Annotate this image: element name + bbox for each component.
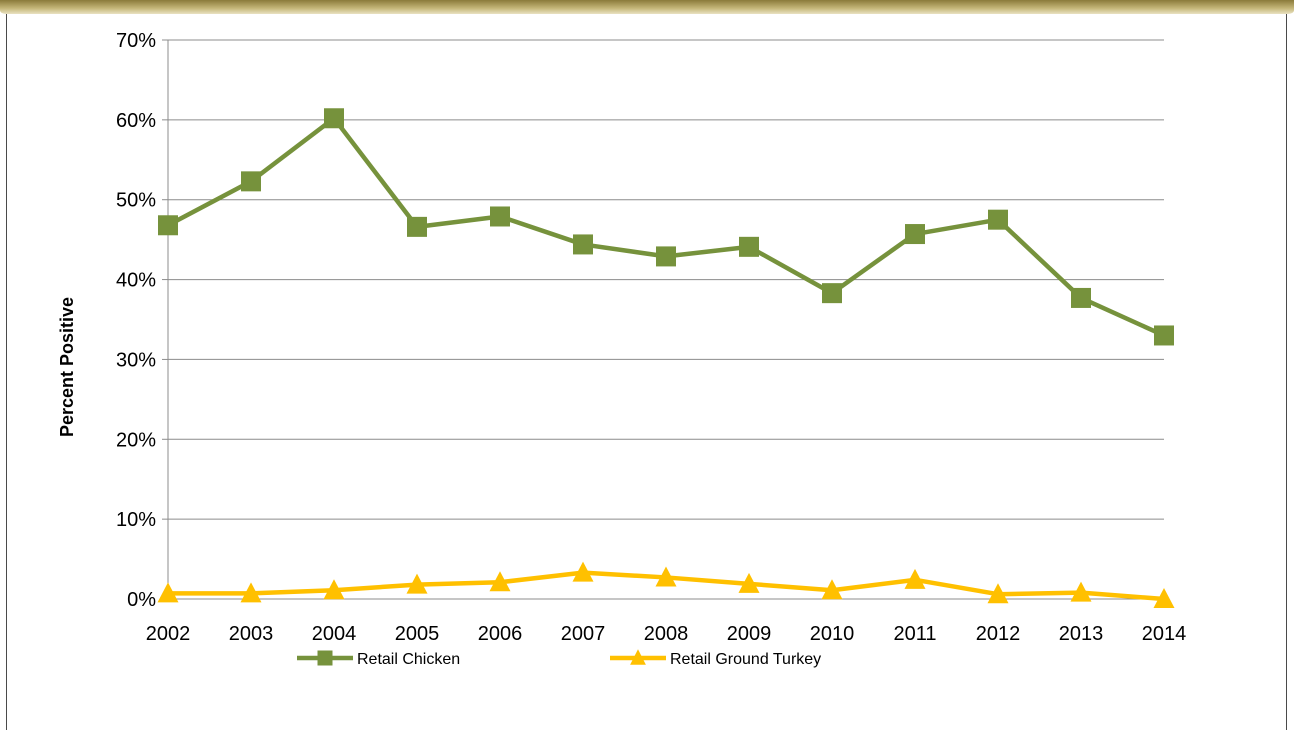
series <box>157 108 1175 608</box>
series-line <box>166 116 1165 338</box>
data-point <box>822 283 842 304</box>
legend-item: Retail Ground Turkey <box>610 649 821 668</box>
data-point <box>490 206 510 227</box>
data-point <box>573 234 593 255</box>
data-point <box>738 572 760 593</box>
x-tick-label: 2008 <box>644 623 689 645</box>
x-tick-label: 2007 <box>561 623 606 645</box>
data-point <box>407 216 427 237</box>
data-point <box>987 583 1009 604</box>
legend: Retail Chicken Retail Ground Turkey <box>297 649 821 668</box>
data-point <box>905 224 925 245</box>
y-tick-label: 60% <box>116 110 156 132</box>
y-tick-label: 20% <box>116 429 156 451</box>
data-point <box>240 582 262 603</box>
header-band <box>0 0 1294 14</box>
data-point <box>904 568 926 589</box>
x-tick-label: 2014 <box>1142 623 1187 645</box>
y-tick-label: 0% <box>127 589 156 611</box>
x-tick-label: 2009 <box>727 623 772 645</box>
legend-label: Retail Ground Turkey <box>670 651 821 668</box>
data-point <box>317 650 333 666</box>
data-point <box>323 579 345 600</box>
data-point <box>1154 325 1174 346</box>
data-point <box>241 171 261 192</box>
data-point <box>739 236 759 257</box>
slide-frame <box>6 14 1287 730</box>
data-point <box>572 561 594 582</box>
axes: 0% 10% 20% 30% 40% 50% 60% 70% 2002 2003 2004 2005 2… <box>116 30 1186 645</box>
x-tick-label: 2002 <box>146 623 191 645</box>
data-point <box>1071 287 1091 308</box>
x-tick-label: 2012 <box>976 623 1021 645</box>
legend-label: Retail Chicken <box>357 651 460 668</box>
data-point <box>1070 581 1092 602</box>
gridlines <box>168 39 1164 520</box>
data-point <box>406 573 428 594</box>
data-point <box>324 108 344 129</box>
series-retail-ground-turkey <box>157 561 1175 608</box>
y-tick-label: 30% <box>116 349 156 371</box>
data-point <box>630 649 646 665</box>
legend-item: Retail Chicken <box>297 650 460 668</box>
x-tick-label: 2011 <box>893 623 936 645</box>
data-point <box>655 566 677 587</box>
x-tick-label: 2005 <box>395 623 440 645</box>
data-point <box>656 246 676 267</box>
data-point <box>157 582 179 603</box>
series-retail-chicken <box>158 108 1174 346</box>
data-point <box>489 571 511 592</box>
x-tick-label: 2003 <box>229 623 274 645</box>
y-axis-label: Percent Positive <box>57 297 77 437</box>
x-tick-label: 2010 <box>810 623 855 645</box>
y-tick-label: 10% <box>116 509 156 531</box>
data-point <box>158 215 178 236</box>
data-point <box>988 209 1008 230</box>
y-tick-label: 70% <box>116 30 156 52</box>
y-tick-label: 50% <box>116 190 156 212</box>
data-point <box>1153 588 1175 608</box>
x-tick-label: 2006 <box>478 623 523 645</box>
x-tick-label: 2013 <box>1059 623 1104 645</box>
x-tick-label: 2004 <box>312 623 357 645</box>
y-tick-label: 40% <box>116 270 156 292</box>
data-point <box>821 579 843 600</box>
